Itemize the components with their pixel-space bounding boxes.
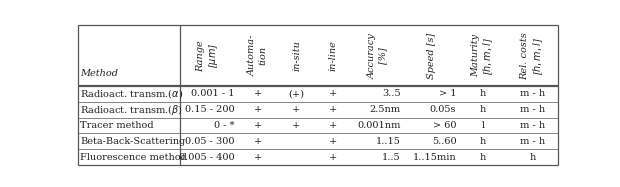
Text: m - h: m - h [520,121,545,130]
Text: Maturity
[$h, m, l$]: Maturity [$h, m, l$] [471,34,495,77]
Text: +: + [329,89,338,99]
Text: Speed [s]: Speed [s] [427,33,436,79]
Text: 5..60: 5..60 [432,137,456,146]
Text: Beta-Back-Scattering: Beta-Back-Scattering [81,137,185,146]
Text: +: + [329,121,338,130]
Text: 2.5nm: 2.5nm [370,105,401,114]
Text: +: + [329,105,338,114]
Text: +: + [329,153,338,162]
Text: Radioact. transm.($\alpha$): Radioact. transm.($\alpha$) [81,88,184,100]
Text: h: h [480,105,486,114]
Text: 0 - *: 0 - * [214,121,234,130]
Text: Automa-
tion: Automa- tion [248,35,267,76]
Text: +: + [293,121,301,130]
Text: Accuracy
[%]: Accuracy [%] [368,33,388,79]
Text: Radioact. transm.($\beta$): Radioact. transm.($\beta$) [81,103,184,117]
Text: m - h: m - h [520,137,545,146]
Text: Rel. costs
[$h, m, l$]: Rel. costs [$h, m, l$] [520,32,544,80]
Text: Range
[$\mu m$]: Range [$\mu m$] [197,40,220,72]
Text: 1..5: 1..5 [382,153,401,162]
Text: +: + [254,105,262,114]
Text: +: + [329,137,338,146]
Text: m - h: m - h [520,105,545,114]
Text: Tracer method: Tracer method [81,121,154,130]
Text: 0.05s: 0.05s [430,105,456,114]
Text: Fluorescence method: Fluorescence method [81,153,187,162]
Text: in-situ: in-situ [292,40,301,71]
Text: 0.15 - 200: 0.15 - 200 [185,105,234,114]
Text: Method: Method [81,69,118,78]
Text: 0.001 - 1: 0.001 - 1 [191,89,234,99]
Text: h: h [529,153,536,162]
Text: h: h [480,137,486,146]
Text: > 1: > 1 [439,89,456,99]
Text: +: + [254,153,262,162]
Text: (+): (+) [288,89,304,99]
Text: 0.001nm: 0.001nm [357,121,401,130]
Text: 1..15min: 1..15min [413,153,456,162]
Text: > 60: > 60 [433,121,456,130]
Text: 0.05 - 300: 0.05 - 300 [185,137,234,146]
Text: in-line: in-line [329,40,338,71]
Text: l: l [481,121,484,130]
Text: +: + [254,137,262,146]
Text: h: h [480,89,486,99]
Text: m - h: m - h [520,89,545,99]
Text: 0.005 - 400: 0.005 - 400 [179,153,234,162]
Text: +: + [254,89,262,99]
Text: 1..15: 1..15 [376,137,401,146]
Text: h: h [480,153,486,162]
Text: +: + [293,105,301,114]
Text: +: + [254,121,262,130]
Text: 3..5: 3..5 [382,89,401,99]
